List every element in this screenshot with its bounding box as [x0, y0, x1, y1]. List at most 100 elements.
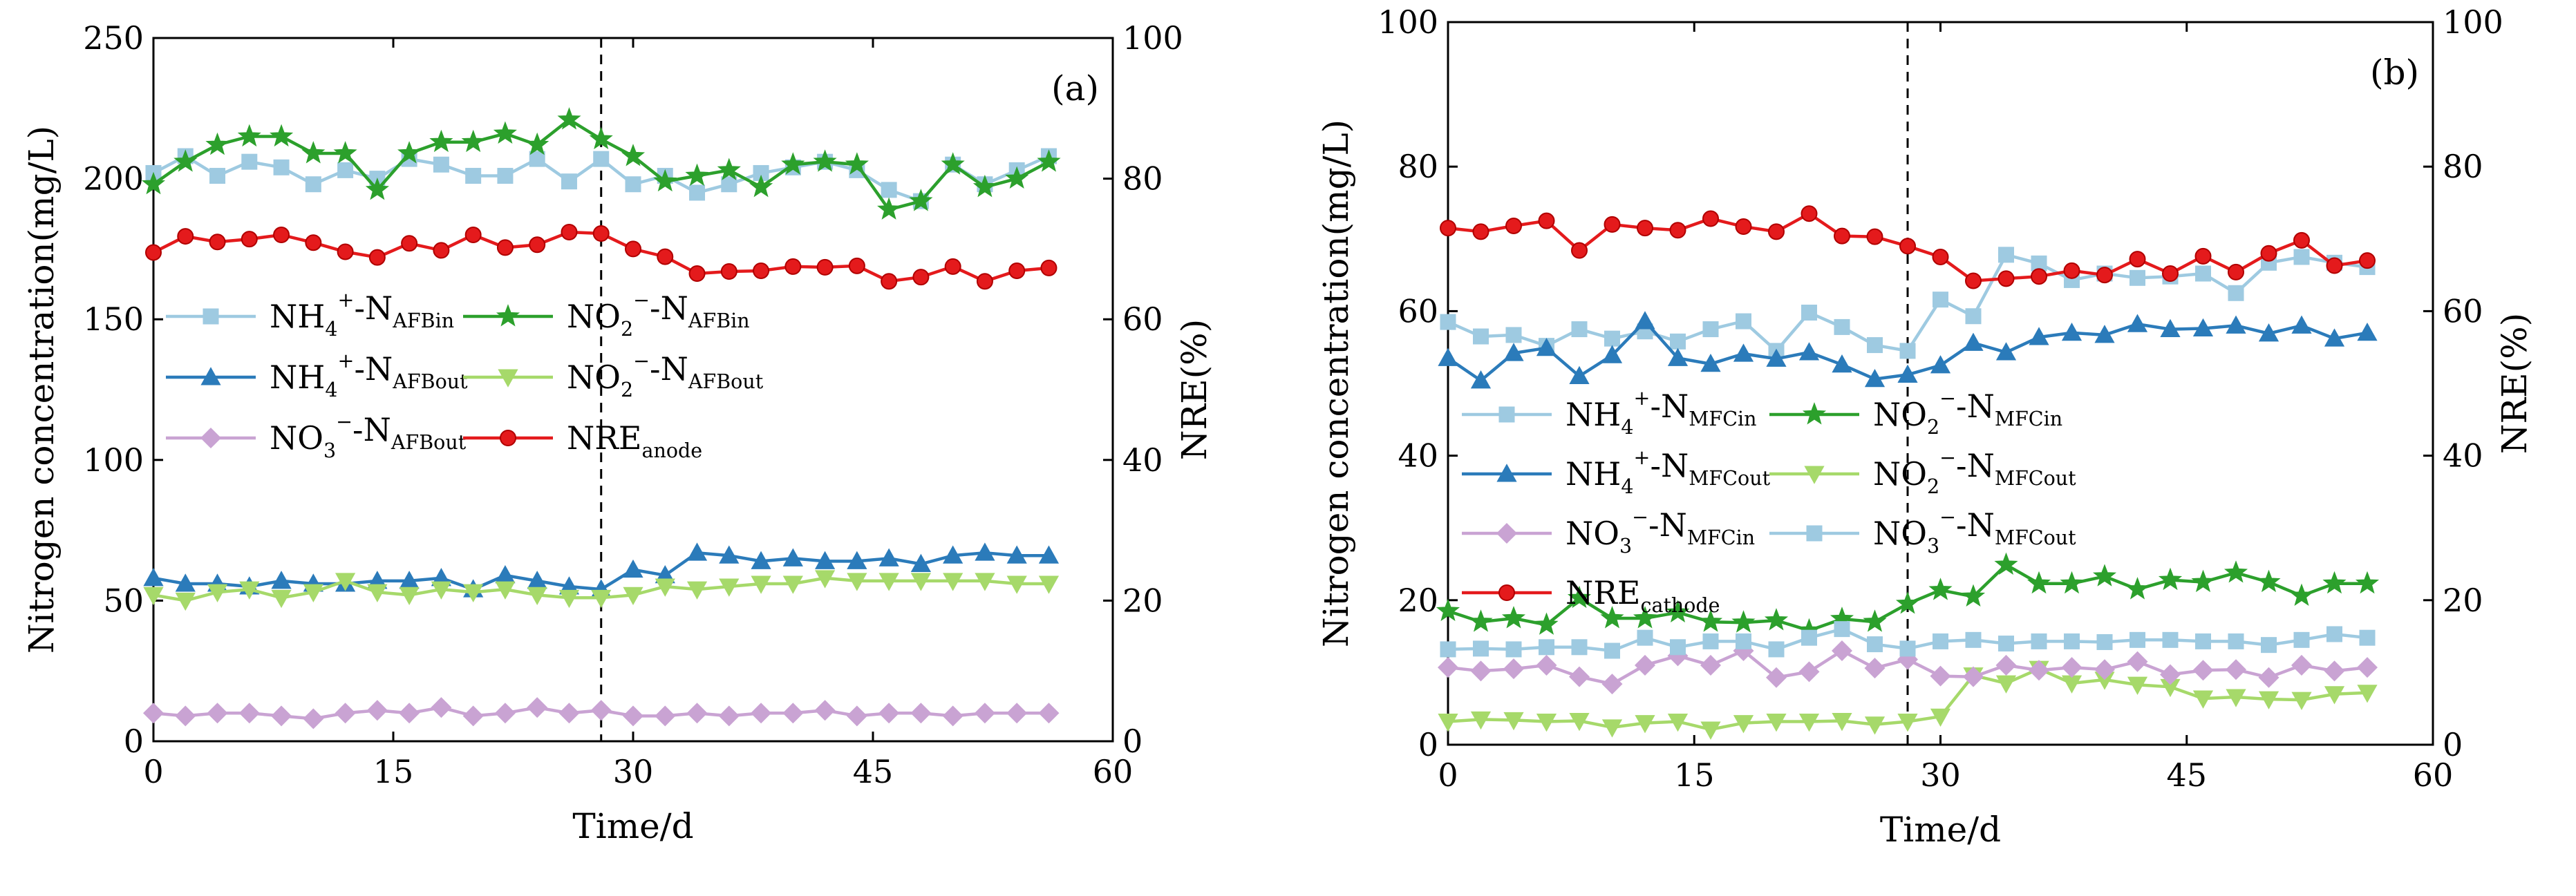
- data-point-no2_in: [2125, 577, 2150, 600]
- data-point-no3_out: [238, 703, 260, 724]
- data-point-nh4_out: [1038, 545, 1060, 564]
- series-no2_in: [1436, 552, 2380, 641]
- data-point-no2_in: [1698, 609, 1723, 632]
- data-point-nh4_in: [305, 176, 321, 193]
- data-point-no2_out: [1700, 721, 1721, 740]
- legend-swatch-marker: [1498, 406, 1515, 423]
- data-point-nh4_out: [1798, 342, 1820, 361]
- data-point-no2_out: [1503, 712, 1524, 731]
- data-point-nh4_out: [686, 542, 708, 561]
- data-point-no2_in: [877, 197, 901, 220]
- legend-item-no2_out: NO2−-NAFBout: [463, 350, 764, 401]
- data-point-no2_out: [495, 581, 516, 600]
- data-point-nh4_out: [943, 545, 963, 564]
- data-point-nre: [433, 242, 450, 259]
- data-point-nh4_in: [497, 168, 514, 184]
- legend-swatch-marker: [1496, 522, 1518, 544]
- y-left-axis-title: Nitrogen concentration(mg/L): [21, 126, 62, 654]
- data-point-no2_out: [558, 589, 580, 609]
- y-left-tick-label: 100: [83, 441, 144, 479]
- data-point-nh4_in: [1571, 321, 1588, 338]
- legend: NH4+-NAFBin NO2−-NAFBin NH4+-NAFBout NO2−-N…: [166, 289, 764, 462]
- data-point-nh4_in: [1998, 247, 2014, 263]
- data-point-no2_in: [461, 129, 485, 153]
- data-point-nre: [1505, 217, 1522, 234]
- data-point-nre: [305, 234, 322, 251]
- legend-swatch-marker: [200, 367, 221, 385]
- data-point-no3_out: [207, 703, 228, 724]
- data-point-nre: [848, 257, 865, 274]
- data-point-nre: [625, 240, 641, 258]
- data-point-no3_out: [2195, 633, 2211, 649]
- data-point-no2_out: [175, 592, 196, 611]
- legend-label-nre: NREanode: [567, 419, 702, 462]
- data-point-no3_out: [303, 708, 324, 730]
- data-point-no3_out: [686, 703, 708, 724]
- data-point-no3_in: [1864, 658, 1886, 679]
- data-point-no2_out: [1798, 714, 1820, 732]
- legend-item-no3_in: NO3−-NMFCin: [1462, 506, 1755, 557]
- data-point-nh4_out: [143, 568, 164, 587]
- y-right-tick-label: 40: [1122, 441, 1163, 479]
- data-point-nh4_out: [271, 571, 292, 589]
- data-point-no2_out: [975, 573, 995, 591]
- legend-label-no2_out: NO2−-NMFCout: [1873, 446, 2076, 498]
- data-point-nh4_in: [433, 156, 449, 173]
- data-point-nh4_out: [1536, 337, 1557, 356]
- data-point-nh4_out: [782, 548, 803, 566]
- y-right-tick-label: 20: [1122, 582, 1163, 619]
- data-point-no3_out: [1637, 629, 1653, 646]
- data-point-nh4_in: [1801, 304, 1817, 321]
- y-right-tick-label: 100: [2443, 3, 2503, 41]
- data-point-no2_out: [2192, 690, 2214, 709]
- data-point-no3_out: [1505, 641, 1522, 658]
- data-point-no3_out: [1670, 639, 1686, 656]
- data-point-nre: [2293, 231, 2310, 249]
- data-point-nre: [912, 269, 930, 286]
- x-tick-label: 30: [613, 753, 654, 790]
- data-point-nh4_out: [1601, 345, 1623, 363]
- data-point-no3_out: [622, 705, 644, 727]
- data-point-no3_out: [142, 703, 164, 724]
- data-point-nh4_out: [2192, 318, 2214, 337]
- data-point-no2_out: [2061, 675, 2083, 694]
- data-point-nre: [2063, 262, 2080, 279]
- data-point-no2_out: [1470, 711, 1492, 730]
- y-left-tick-label: 0: [124, 723, 144, 760]
- data-point-no3_out: [1736, 633, 1751, 649]
- data-point-nh4_in: [1702, 321, 1719, 338]
- y-right-tick-label: 20: [2443, 582, 2483, 619]
- data-point-no2_in: [685, 163, 709, 187]
- legend-item-nh4_out: NH4+-NAFBout: [166, 350, 468, 401]
- legend-label-nre: NREcathode: [1566, 574, 1720, 617]
- data-point-no3_in: [2258, 667, 2279, 688]
- x-tick-label: 15: [1674, 756, 1715, 794]
- data-point-no2_in: [1666, 600, 1690, 623]
- data-point-no3_out: [2031, 633, 2047, 649]
- data-point-no3_out: [2096, 633, 2113, 650]
- data-point-no2_out: [1766, 714, 1787, 732]
- x-tick-label: 60: [2413, 756, 2454, 794]
- data-point-nre: [944, 258, 961, 275]
- data-point-nh4_out: [175, 573, 196, 592]
- data-point-nh4_in: [1440, 314, 1456, 330]
- data-point-nre: [2162, 265, 2179, 283]
- data-point-no3_in: [1930, 665, 1951, 687]
- data-point-no2_in: [2322, 571, 2347, 594]
- data-point-no3_out: [2228, 633, 2244, 649]
- data-point-no3_in: [1568, 666, 1590, 687]
- data-point-nre: [2031, 268, 2047, 285]
- data-point-no3_out: [718, 705, 740, 727]
- legend-swatch-marker: [203, 308, 219, 325]
- data-point-nre: [496, 239, 514, 256]
- data-point-nh4_in: [2228, 285, 2244, 301]
- data-point-nre: [1669, 222, 1686, 239]
- data-point-no3_out: [2130, 631, 2145, 648]
- data-point-no2_in: [2158, 567, 2183, 591]
- data-point-nh4_out: [1995, 342, 2017, 361]
- series-no2_out: [143, 570, 1060, 611]
- data-point-no2_in: [141, 171, 166, 195]
- data-point-nh4_in: [689, 184, 706, 201]
- y-right-tick-label: 80: [1122, 160, 1163, 198]
